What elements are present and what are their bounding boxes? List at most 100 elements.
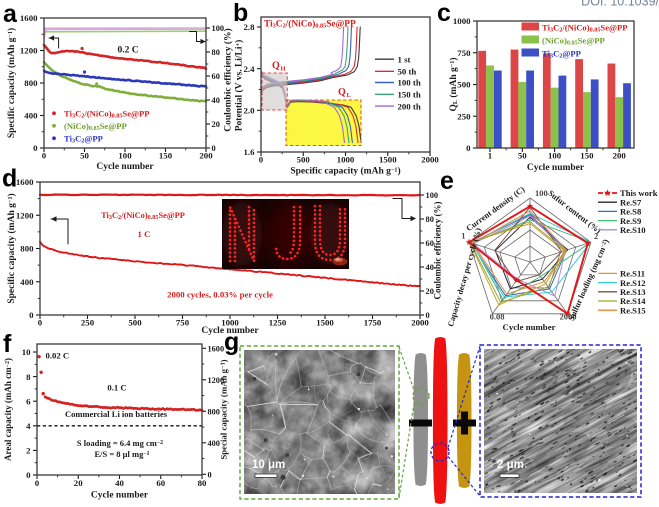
svg-text:0: 0 <box>33 143 38 153</box>
svg-text:0.02 C: 0.02 C <box>46 351 70 361</box>
svg-text:1200: 1200 <box>20 46 38 56</box>
svg-text:400: 400 <box>24 111 38 121</box>
svg-text:1600: 1600 <box>208 344 225 353</box>
svg-text:1200: 1200 <box>208 376 225 385</box>
svg-text:10 μm: 10 μm <box>252 459 285 471</box>
svg-text:f: f <box>3 330 12 358</box>
svg-text:QL (mAh g−1): QL (mAh g−1) <box>448 57 459 111</box>
svg-text:Q: Q <box>338 87 346 98</box>
svg-text:(NiCo)0.85Se@PP: (NiCo)0.85Se@PP <box>64 121 127 132</box>
svg-text:40: 40 <box>426 263 434 272</box>
svg-text:Ti3C2/(NiCo)0.85Se@PP: Ti3C2/(NiCo)0.85Se@PP <box>542 23 628 34</box>
svg-text:60: 60 <box>156 478 165 488</box>
svg-text:100: 100 <box>548 151 562 161</box>
svg-text:4: 4 <box>26 421 31 431</box>
svg-text:100: 100 <box>426 191 439 200</box>
svg-text:80: 80 <box>212 48 220 57</box>
svg-text:10: 10 <box>22 347 31 357</box>
svg-text:Re.S11: Re.S11 <box>620 269 645 279</box>
svg-text:750: 750 <box>457 48 471 58</box>
svg-text:Specific capacity (mAh g−1): Specific capacity (mAh g−1) <box>290 166 400 177</box>
svg-text:1200: 1200 <box>16 210 34 220</box>
svg-text:400: 400 <box>208 439 220 448</box>
svg-text:1: 1 <box>461 231 465 241</box>
svg-text:Potential (V vs. Li/Li+): Potential (V vs. Li/Li+) <box>234 40 245 132</box>
svg-text:0: 0 <box>426 311 430 320</box>
svg-text:Cycle number: Cycle number <box>502 322 555 332</box>
svg-text:40: 40 <box>115 478 124 488</box>
svg-text:2.4: 2.4 <box>244 64 256 74</box>
svg-text:150: 150 <box>580 151 594 161</box>
svg-text:1000: 1000 <box>337 155 355 165</box>
svg-text:100: 100 <box>118 151 132 161</box>
svg-text:1000: 1000 <box>221 318 239 328</box>
svg-text:60: 60 <box>426 239 434 248</box>
svg-text:Re.S12: Re.S12 <box>620 278 646 288</box>
svg-text:b: b <box>233 0 248 27</box>
svg-text:1.6: 1.6 <box>244 147 256 157</box>
svg-text:750: 750 <box>176 318 190 328</box>
svg-text:20: 20 <box>74 478 83 488</box>
svg-text:c: c <box>437 0 451 27</box>
svg-text:Q: Q <box>272 61 280 72</box>
svg-text:0: 0 <box>26 470 31 480</box>
svg-text:800: 800 <box>20 244 34 254</box>
svg-text:Re.S8: Re.S8 <box>620 207 642 217</box>
svg-text:500: 500 <box>297 155 311 165</box>
svg-text:(NiCo)0.85Se@PP: (NiCo)0.85Se@PP <box>542 36 605 47</box>
svg-text:Re.S7: Re.S7 <box>620 197 642 207</box>
svg-text:2000: 2000 <box>560 312 577 322</box>
svg-text:1000: 1000 <box>453 16 471 26</box>
svg-text:2000: 2000 <box>411 318 429 328</box>
svg-text:80: 80 <box>426 215 434 224</box>
svg-text:Re.S14: Re.S14 <box>620 296 646 306</box>
svg-text:150: 150 <box>159 151 173 161</box>
svg-text:50: 50 <box>80 151 89 161</box>
svg-text:Cycle number: Cycle number <box>527 163 585 173</box>
svg-text:S loading = 6.4 mg cm−2: S loading = 6.4 mg cm−2 <box>77 438 163 448</box>
svg-text:80: 80 <box>198 478 207 488</box>
svg-text:Special capacity (mAh g−1): Special capacity (mAh g−1) <box>219 359 229 459</box>
svg-text:1 C: 1 C <box>138 229 151 239</box>
svg-text:2: 2 <box>26 446 31 456</box>
svg-text:800: 800 <box>208 407 220 416</box>
svg-text:H: H <box>281 66 286 73</box>
svg-text:1250: 1250 <box>269 318 287 328</box>
svg-text:100: 100 <box>535 188 548 198</box>
svg-text:2.0: 2.0 <box>244 106 256 116</box>
svg-text:Areal capacity (mAh cm−2): Areal capacity (mAh cm−2) <box>3 358 13 461</box>
svg-text:2: 2 <box>594 231 598 241</box>
svg-text:Re.S9: Re.S9 <box>620 216 641 226</box>
svg-text:0: 0 <box>466 143 471 153</box>
svg-text:1 st: 1 st <box>398 54 411 64</box>
svg-text:Ti3C2@PP: Ti3C2@PP <box>542 49 581 60</box>
svg-text:Specific capacity (mAh g−1): Specific capacity (mAh g−1) <box>6 193 17 303</box>
svg-text:0: 0 <box>259 155 264 165</box>
svg-text:1500: 1500 <box>379 155 397 165</box>
svg-text:e: e <box>440 167 454 195</box>
svg-text:Commercial Li ion batteries: Commercial Li ion batteries <box>65 409 168 419</box>
svg-text:Ti3C2/(NiCo)0.85Se@PP: Ti3C2/(NiCo)0.85Se@PP <box>64 109 150 120</box>
svg-text:Specific capacity (mAh g−1): Specific capacity (mAh g−1) <box>6 28 17 138</box>
svg-text:250: 250 <box>457 112 471 122</box>
svg-text:2 μm: 2 μm <box>497 459 524 471</box>
svg-text:a: a <box>3 0 18 28</box>
svg-text:0: 0 <box>212 144 216 153</box>
svg-text:Re.S10: Re.S10 <box>620 225 646 235</box>
svg-text:200: 200 <box>613 151 627 161</box>
svg-text:20: 20 <box>212 120 220 129</box>
svg-text:500: 500 <box>457 80 471 90</box>
svg-text:50 th: 50 th <box>398 67 417 77</box>
svg-text:100: 100 <box>212 24 225 33</box>
svg-text:1750: 1750 <box>364 318 382 328</box>
svg-text:L: L <box>347 92 352 99</box>
svg-text:1600: 1600 <box>20 13 38 23</box>
svg-text:500: 500 <box>128 318 142 328</box>
svg-text:150 th: 150 th <box>398 90 421 100</box>
svg-text:d: d <box>2 165 17 193</box>
svg-text:0.1 C: 0.1 C <box>107 383 126 393</box>
svg-text:Cycle number: Cycle number <box>96 162 154 172</box>
svg-text:0: 0 <box>42 151 47 161</box>
svg-text:1: 1 <box>488 151 492 161</box>
svg-text:1500: 1500 <box>316 318 334 328</box>
